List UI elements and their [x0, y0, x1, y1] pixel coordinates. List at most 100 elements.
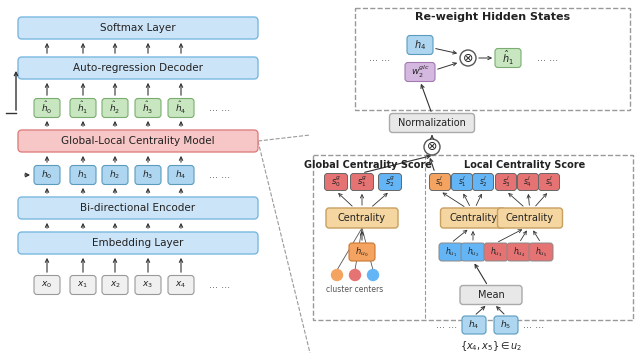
FancyBboxPatch shape [70, 275, 96, 294]
Text: $\hat{h}_4$: $\hat{h}_4$ [175, 100, 187, 116]
Text: Global-Local Centrality Model: Global-Local Centrality Model [61, 136, 215, 146]
FancyBboxPatch shape [462, 316, 486, 334]
Text: $h_3$: $h_3$ [143, 169, 154, 181]
Text: ... ...: ... ... [538, 53, 559, 63]
FancyBboxPatch shape [324, 174, 348, 191]
Text: Global Centrality Score: Global Centrality Score [304, 160, 432, 170]
Text: Softmax Layer: Softmax Layer [100, 23, 176, 33]
Text: ... ...: ... ... [436, 320, 458, 330]
FancyBboxPatch shape [497, 208, 563, 228]
Text: $w_2^{glc}$: $w_2^{glc}$ [410, 64, 429, 80]
FancyBboxPatch shape [390, 114, 474, 132]
FancyBboxPatch shape [18, 57, 258, 79]
Text: ... ...: ... ... [209, 103, 230, 113]
FancyBboxPatch shape [507, 243, 531, 261]
Text: $s_4^l$: $s_4^l$ [524, 174, 532, 190]
Text: Centrality: Centrality [506, 213, 554, 223]
Text: Centrality: Centrality [338, 213, 386, 223]
FancyBboxPatch shape [168, 275, 194, 294]
FancyBboxPatch shape [18, 130, 258, 152]
Text: Centrality: Centrality [449, 213, 497, 223]
FancyBboxPatch shape [326, 208, 398, 228]
FancyBboxPatch shape [440, 208, 506, 228]
FancyBboxPatch shape [135, 275, 161, 294]
FancyBboxPatch shape [484, 243, 508, 261]
Text: $h_4$: $h_4$ [468, 319, 479, 331]
Text: $\otimes$: $\otimes$ [426, 140, 438, 154]
FancyBboxPatch shape [538, 174, 559, 191]
Text: $x_4$: $x_4$ [175, 280, 187, 290]
FancyBboxPatch shape [70, 166, 96, 185]
FancyBboxPatch shape [102, 166, 128, 185]
Text: $h_4$: $h_4$ [414, 38, 426, 52]
FancyBboxPatch shape [34, 166, 60, 185]
FancyBboxPatch shape [351, 174, 374, 191]
Text: $\hat{h}_1$: $\hat{h}_1$ [77, 100, 89, 116]
Text: $x_1$: $x_1$ [77, 280, 88, 290]
Text: $\hat{h}_2$: $\hat{h}_2$ [109, 100, 120, 116]
FancyBboxPatch shape [461, 243, 485, 261]
Text: $h_{u_4}$: $h_{u_4}$ [513, 245, 525, 259]
Text: ... ...: ... ... [524, 320, 545, 330]
Text: $x_3$: $x_3$ [143, 280, 154, 290]
FancyBboxPatch shape [34, 275, 60, 294]
Text: $h_1$: $h_1$ [77, 169, 88, 181]
Circle shape [332, 269, 342, 281]
Text: $s_0^l$: $s_0^l$ [435, 174, 445, 190]
FancyBboxPatch shape [18, 17, 258, 39]
Text: Normalization: Normalization [398, 118, 466, 128]
Text: $x_0$: $x_0$ [42, 280, 52, 290]
Text: Bi-directional Encoder: Bi-directional Encoder [81, 203, 196, 213]
Text: $s_1^l$: $s_1^l$ [458, 174, 467, 190]
FancyBboxPatch shape [495, 174, 516, 191]
FancyBboxPatch shape [460, 286, 522, 305]
FancyBboxPatch shape [494, 316, 518, 334]
FancyBboxPatch shape [429, 174, 451, 191]
FancyBboxPatch shape [70, 98, 96, 118]
Text: $h_{u_2}$: $h_{u_2}$ [467, 245, 479, 259]
Circle shape [460, 50, 476, 66]
Text: $h_4$: $h_4$ [175, 169, 187, 181]
FancyBboxPatch shape [18, 197, 258, 219]
FancyBboxPatch shape [405, 62, 435, 82]
Bar [355, 8, 630, 110]
Text: $\hat{h}_0$: $\hat{h}_0$ [42, 100, 52, 116]
FancyBboxPatch shape [168, 98, 194, 118]
Text: ... ...: ... ... [209, 170, 230, 180]
Circle shape [367, 269, 378, 281]
Text: $h_5$: $h_5$ [500, 319, 511, 331]
FancyBboxPatch shape [378, 174, 401, 191]
Text: Mean: Mean [477, 290, 504, 300]
Text: $\{x_4, x_5\} \in u_2$: $\{x_4, x_5\} \in u_2$ [460, 339, 522, 353]
Text: $s_2^l$: $s_2^l$ [479, 174, 488, 190]
Text: ... ...: ... ... [369, 53, 390, 63]
FancyBboxPatch shape [407, 36, 433, 54]
FancyBboxPatch shape [529, 243, 553, 261]
FancyBboxPatch shape [472, 174, 493, 191]
Text: $\hat{h}_3$: $\hat{h}_3$ [142, 100, 154, 116]
Text: Embedding Layer: Embedding Layer [92, 238, 184, 248]
Text: $\hat{h}_1$: $\hat{h}_1$ [502, 49, 514, 67]
Text: $h_{u_0}$: $h_{u_0}$ [355, 245, 369, 259]
FancyBboxPatch shape [135, 166, 161, 185]
Text: $s_2^g$: $s_2^g$ [385, 175, 395, 190]
Text: cluster centers: cluster centers [326, 285, 383, 293]
Text: $s_1^g$: $s_1^g$ [357, 175, 367, 190]
Circle shape [349, 269, 360, 281]
Text: $s_5^l$: $s_5^l$ [545, 174, 554, 190]
Text: Re-weight Hidden States: Re-weight Hidden States [415, 12, 570, 22]
Bar [313, 155, 633, 320]
FancyBboxPatch shape [102, 275, 128, 294]
Text: $\otimes$: $\otimes$ [462, 52, 474, 65]
Text: Auto-regression Decoder: Auto-regression Decoder [73, 63, 203, 73]
FancyBboxPatch shape [495, 48, 521, 67]
FancyBboxPatch shape [135, 98, 161, 118]
Text: $h_2$: $h_2$ [109, 169, 120, 181]
Text: $h_{u_1}$: $h_{u_1}$ [445, 245, 457, 259]
FancyBboxPatch shape [102, 98, 128, 118]
FancyBboxPatch shape [34, 98, 60, 118]
FancyBboxPatch shape [18, 232, 258, 254]
Text: $x_2$: $x_2$ [109, 280, 120, 290]
Text: $s_0^g$: $s_0^g$ [331, 175, 341, 190]
Text: $h_0$: $h_0$ [42, 169, 52, 181]
